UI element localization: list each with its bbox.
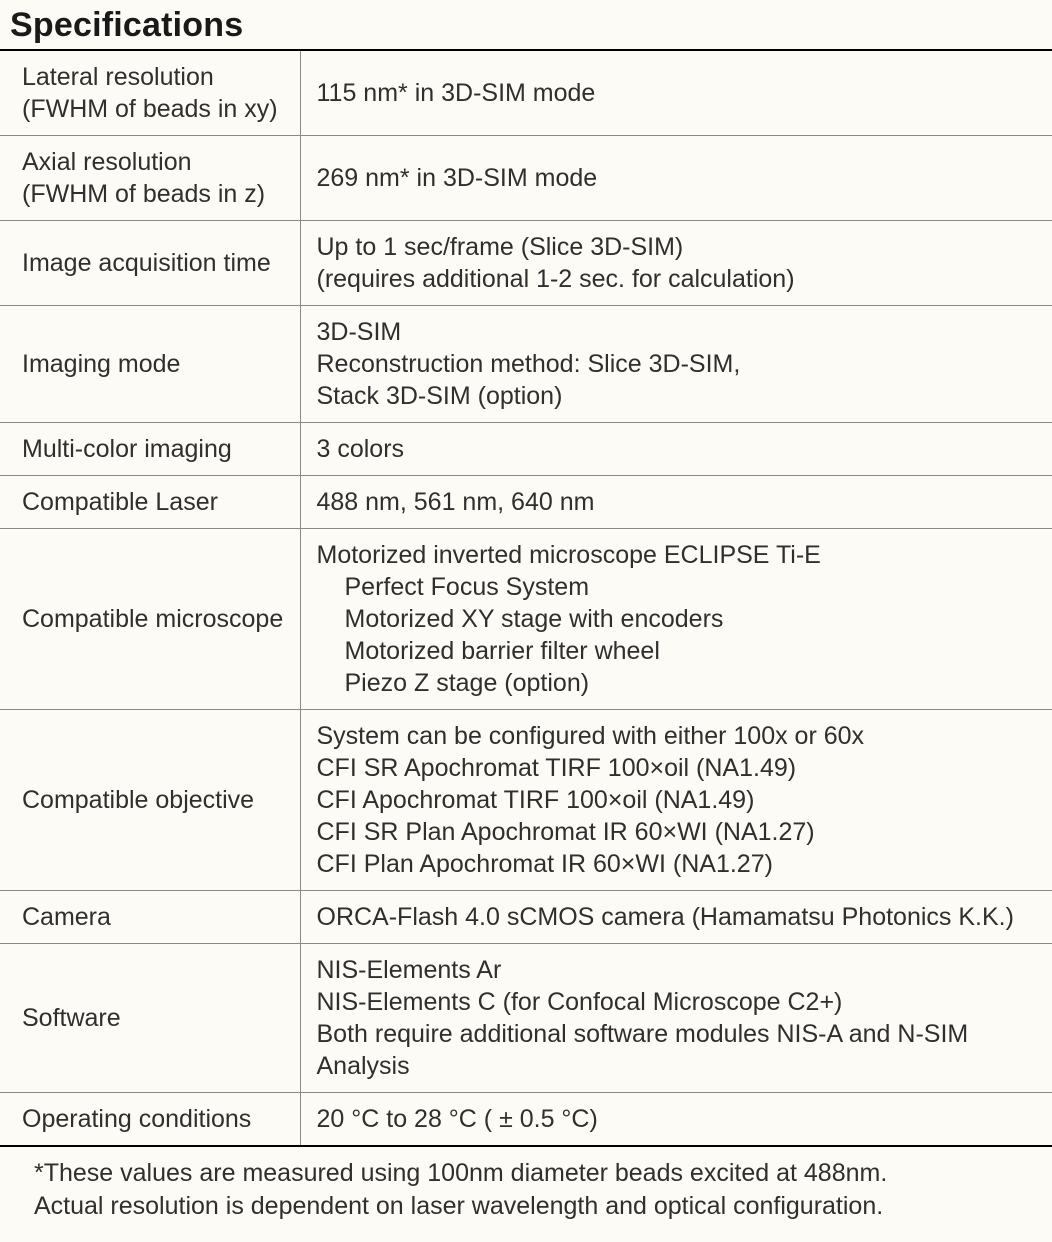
spec-value: System can be configured with either 100… bbox=[300, 710, 1052, 891]
spec-label: Camera bbox=[0, 891, 300, 944]
spec-label: Compatible objective bbox=[0, 710, 300, 891]
table-row: Operating conditions20 °C to 28 °C ( ± 0… bbox=[0, 1093, 1052, 1147]
footnote: *These values are measured using 100nm d… bbox=[0, 1147, 1052, 1242]
spec-value: 115 nm* in 3D-SIM mode bbox=[300, 50, 1052, 136]
spec-label: Lateral resolution (FWHM of beads in xy) bbox=[0, 50, 300, 136]
page-title: Specifications bbox=[0, 0, 1052, 49]
spec-value: ORCA-Flash 4.0 sCMOS camera (Hamamatsu P… bbox=[300, 891, 1052, 944]
spec-label: Operating conditions bbox=[0, 1093, 300, 1147]
table-row: Multi-color imaging3 colors bbox=[0, 423, 1052, 476]
table-row: SoftwareNIS-Elements Ar NIS-Elements C (… bbox=[0, 944, 1052, 1093]
spec-label: Image acquisition time bbox=[0, 221, 300, 306]
spec-value: 488 nm, 561 nm, 640 nm bbox=[300, 476, 1052, 529]
spec-value-lead: Motorized inverted microscope ECLIPSE Ti… bbox=[317, 541, 821, 569]
table-row: CameraORCA-Flash 4.0 sCMOS camera (Hamam… bbox=[0, 891, 1052, 944]
spec-value: Up to 1 sec/frame (Slice 3D-SIM) (requir… bbox=[300, 221, 1052, 306]
spec-sheet: Specifications Lateral resolution (FWHM … bbox=[0, 0, 1052, 1242]
spec-label: Compatible microscope bbox=[0, 529, 300, 710]
spec-label: Software bbox=[0, 944, 300, 1093]
table-row: Axial resolution (FWHM of beads in z)269… bbox=[0, 136, 1052, 221]
spec-value: Motorized inverted microscope ECLIPSE Ti… bbox=[300, 529, 1052, 710]
spec-value: 20 °C to 28 °C ( ± 0.5 °C) bbox=[300, 1093, 1052, 1147]
spec-table: Lateral resolution (FWHM of beads in xy)… bbox=[0, 49, 1052, 1147]
spec-label: Axial resolution (FWHM of beads in z) bbox=[0, 136, 300, 221]
spec-value: NIS-Elements Ar NIS-Elements C (for Conf… bbox=[300, 944, 1052, 1093]
spec-tbody: Lateral resolution (FWHM of beads in xy)… bbox=[0, 50, 1052, 1146]
spec-label: Compatible Laser bbox=[0, 476, 300, 529]
table-row: Lateral resolution (FWHM of beads in xy)… bbox=[0, 50, 1052, 136]
table-row: Compatible Laser488 nm, 561 nm, 640 nm bbox=[0, 476, 1052, 529]
table-row: Compatible objectiveSystem can be config… bbox=[0, 710, 1052, 891]
table-row: Image acquisition timeUp to 1 sec/frame … bbox=[0, 221, 1052, 306]
spec-value: 3 colors bbox=[300, 423, 1052, 476]
spec-label: Imaging mode bbox=[0, 306, 300, 423]
table-row: Imaging mode3D-SIM Reconstruction method… bbox=[0, 306, 1052, 423]
table-row: Compatible microscope Motorized inverted … bbox=[0, 529, 1052, 710]
spec-value: 269 nm* in 3D-SIM mode bbox=[300, 136, 1052, 221]
spec-value: 3D-SIM Reconstruction method: Slice 3D-S… bbox=[300, 306, 1052, 423]
spec-value-indented: Perfect Focus System Motorized XY stage … bbox=[317, 571, 1039, 699]
spec-label: Multi-color imaging bbox=[0, 423, 300, 476]
